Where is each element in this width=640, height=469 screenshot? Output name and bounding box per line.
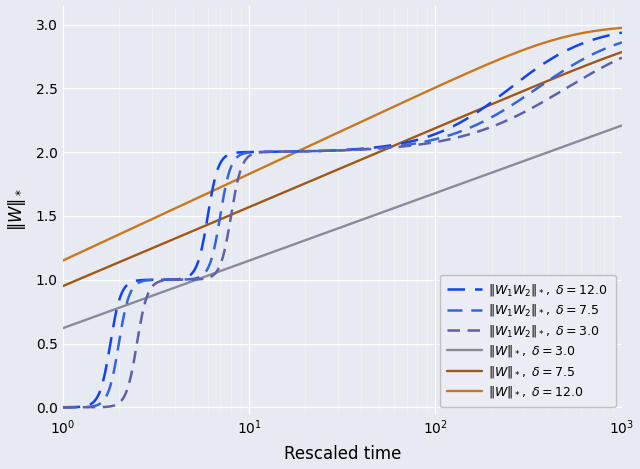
- $\|W_1W_2\|_*,\ \delta =7.5$: [161, 277, 168, 282]
- $\|W\|_*,\ \delta =12.0$: [618, 25, 626, 30]
- $\|W_1W_2\|_*,\ \delta =12.0$: [422, 134, 430, 140]
- $\|W_1W_2\|_*,\ \delta =7.5$: [422, 138, 430, 144]
- X-axis label: Rescaled time: Rescaled time: [284, 446, 401, 463]
- $\|W_1W_2\|_*,\ \delta =12.0$: [161, 277, 168, 282]
- $\|W_1W_2\|_*,\ \delta =12.0$: [273, 149, 280, 155]
- Line: $\|W\|_*,\ \delta =12.0$: $\|W\|_*,\ \delta =12.0$: [63, 28, 622, 261]
- Line: $\|W_1W_2\|_*,\ \delta =3.0$: $\|W_1W_2\|_*,\ \delta =3.0$: [63, 58, 622, 407]
- $\|W\|_*,\ \delta =7.5$: [59, 283, 67, 289]
- $\|W\|_*,\ \delta =7.5$: [422, 129, 430, 135]
- $\|W\|_*,\ \delta =7.5$: [273, 193, 280, 198]
- Line: $\|W\|_*,\ \delta =7.5$: $\|W\|_*,\ \delta =7.5$: [63, 52, 622, 286]
- $\|W\|_*,\ \delta =7.5$: [394, 141, 402, 147]
- $\|W\|_*,\ \delta =12.0$: [161, 211, 168, 216]
- Line: $\|W\|_*,\ \delta =3.0$: $\|W\|_*,\ \delta =3.0$: [63, 126, 622, 328]
- $\|W\|_*,\ \delta =12.0$: [518, 47, 526, 53]
- $\|W\|_*,\ \delta =12.0$: [476, 65, 484, 70]
- $\|W_1W_2\|_*,\ \delta =12.0$: [618, 30, 626, 36]
- $\|W_1W_2\|_*,\ \delta =7.5$: [394, 143, 402, 149]
- $\|W\|_*,\ \delta =3.0$: [422, 194, 430, 199]
- $\|W\|_*,\ \delta =3.0$: [518, 159, 526, 164]
- $\|W\|_*,\ \delta =7.5$: [518, 89, 526, 94]
- $\|W\|_*,\ \delta =12.0$: [394, 102, 402, 107]
- $\|W_1W_2\|_*,\ \delta =3.0$: [422, 141, 430, 146]
- $\|W\|_*,\ \delta =7.5$: [618, 49, 626, 55]
- $\|W_1W_2\|_*,\ \delta =7.5$: [618, 39, 626, 45]
- $\|W\|_*,\ \delta =3.0$: [273, 248, 280, 254]
- $\|W\|_*,\ \delta =12.0$: [422, 89, 430, 94]
- $\|W\|_*,\ \delta =3.0$: [59, 325, 67, 331]
- $\|W_1W_2\|_*,\ \delta =7.5$: [476, 121, 484, 126]
- Legend: $\|W_1W_2\|_*,\ \delta =12.0$, $\|W_1W_2\|_*,\ \delta =7.5$, $\|W_1W_2\|_*,\ \de: $\|W_1W_2\|_*,\ \delta =12.0$, $\|W_1W_2…: [440, 274, 616, 408]
- $\|W_1W_2\|_*,\ \delta =3.0$: [518, 110, 526, 116]
- $\|W_1W_2\|_*,\ \delta =3.0$: [161, 278, 168, 283]
- $\|W_1W_2\|_*,\ \delta =7.5$: [59, 404, 67, 410]
- $\|W_1W_2\|_*,\ \delta =3.0$: [476, 128, 484, 134]
- $\|W\|_*,\ \delta =3.0$: [618, 123, 626, 129]
- $\|W_1W_2\|_*,\ \delta =12.0$: [59, 404, 67, 410]
- $\|W\|_*,\ \delta =3.0$: [476, 174, 484, 180]
- Line: $\|W_1W_2\|_*,\ \delta =7.5$: $\|W_1W_2\|_*,\ \delta =7.5$: [63, 42, 622, 407]
- $\|W\|_*,\ \delta =12.0$: [273, 159, 280, 164]
- Y-axis label: $\|W\|_*$: $\|W\|_*$: [6, 188, 28, 231]
- $\|W_1W_2\|_*,\ \delta =3.0$: [618, 55, 626, 61]
- $\|W_1W_2\|_*,\ \delta =3.0$: [59, 404, 67, 410]
- $\|W\|_*,\ \delta =7.5$: [476, 106, 484, 112]
- $\|W\|_*,\ \delta =3.0$: [161, 288, 168, 294]
- $\|W_1W_2\|_*,\ \delta =3.0$: [394, 144, 402, 150]
- $\|W_1W_2\|_*,\ \delta =12.0$: [476, 107, 484, 113]
- $\|W_1W_2\|_*,\ \delta =3.0$: [273, 149, 280, 154]
- $\|W_1W_2\|_*,\ \delta =7.5$: [273, 149, 280, 155]
- Line: $\|W_1W_2\|_*,\ \delta =12.0$: $\|W_1W_2\|_*,\ \delta =12.0$: [63, 33, 622, 407]
- $\|W_1W_2\|_*,\ \delta =7.5$: [518, 96, 526, 101]
- $\|W\|_*,\ \delta =12.0$: [59, 258, 67, 264]
- $\|W_1W_2\|_*,\ \delta =12.0$: [518, 76, 526, 82]
- $\|W_1W_2\|_*,\ \delta =12.0$: [394, 141, 402, 147]
- $\|W\|_*,\ \delta =7.5$: [161, 240, 168, 246]
- $\|W\|_*,\ \delta =3.0$: [394, 204, 402, 210]
